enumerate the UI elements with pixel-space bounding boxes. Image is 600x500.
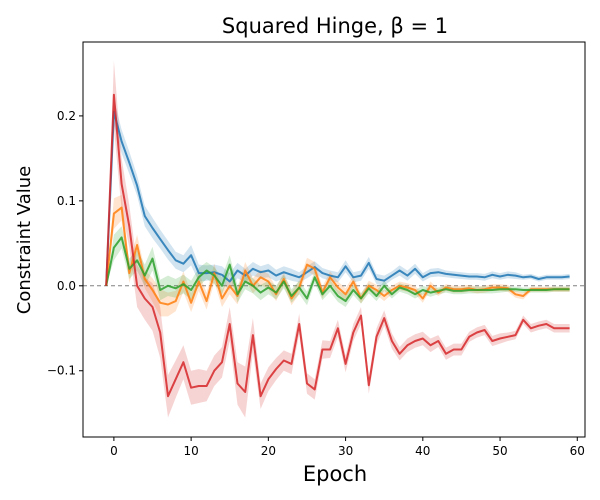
x-tick-label: 0 — [110, 444, 118, 458]
series-1-band — [106, 194, 570, 317]
x-axis-title: Epoch — [303, 462, 367, 486]
series-2-line — [105, 236, 570, 303]
y-tick-label: 0.0 — [57, 279, 76, 293]
x-tick-label: 50 — [492, 444, 507, 458]
series-3-line — [105, 93, 570, 398]
series-0-line — [105, 110, 570, 286]
series-2-band — [106, 226, 570, 307]
y-tick-label: 0.1 — [57, 194, 76, 208]
chart-title: Squared Hinge, β = 1 — [222, 14, 448, 38]
x-tick-label: 20 — [261, 444, 276, 458]
axis-ticks: 0 10 20 30 40 50 60 −0.1 0.0 0.1 0.2 — [47, 109, 585, 458]
y-tick-label: 0.2 — [57, 109, 76, 123]
series-group — [83, 60, 585, 418]
series-1-line — [105, 206, 570, 306]
x-tick-label: 10 — [183, 444, 198, 458]
axes-frame — [82, 41, 586, 438]
x-tick-label: 60 — [570, 444, 585, 458]
plot-area — [83, 60, 585, 418]
y-tick-label: −0.1 — [47, 364, 76, 378]
x-tick-label: 30 — [338, 444, 353, 458]
y-axis-title: Constraint Value — [14, 166, 35, 314]
x-tick-label: 40 — [415, 444, 430, 458]
